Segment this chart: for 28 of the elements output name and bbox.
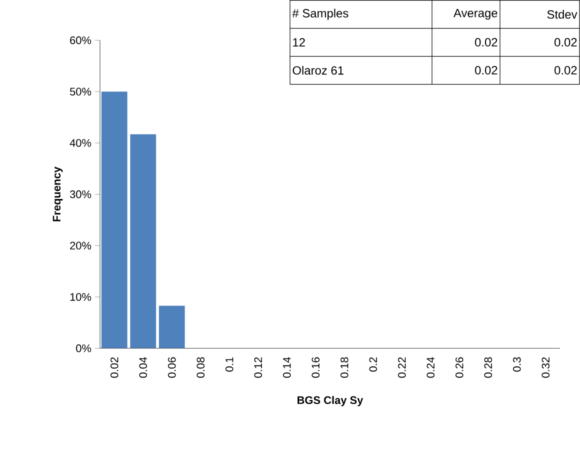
y-axis-title: Frequency [52, 166, 63, 222]
x-tick-label: 0.1 [226, 357, 234, 372]
x-tick-label: 0.3 [513, 357, 521, 372]
x-tick-label: 0.16 [312, 357, 320, 378]
y-tick-label: 20% [70, 242, 92, 250]
x-tick-label: 0.08 [196, 357, 205, 378]
x-tick-label: 0.14 [283, 357, 291, 378]
bar [158, 306, 185, 348]
y-tick-label: 0% [76, 344, 92, 352]
x-tick-label: 0.22 [398, 357, 406, 378]
y-tick-label: 50% [70, 88, 92, 96]
y-tick-label: 60% [70, 36, 92, 44]
x-tick-label: 0.2 [369, 357, 378, 372]
x-tick-label: 0.28 [484, 357, 492, 378]
x-tick-label: 0.02 [110, 357, 118, 378]
x-tick-label: 0.18 [340, 357, 348, 378]
x-tick-label: 0.12 [254, 357, 262, 378]
bar [130, 134, 156, 348]
x-tick-label: 0.26 [456, 357, 464, 378]
x-tick-label: 0.32 [542, 357, 550, 378]
x-axis-title: BGS Clay Sy [298, 396, 364, 406]
x-tick-label: 0.04 [139, 357, 148, 378]
y-tick-label: 40% [70, 138, 92, 147]
x-tick-label: 0.24 [426, 357, 435, 378]
x-tick-label: 0.06 [168, 357, 176, 378]
bar [101, 91, 128, 348]
y-tick-label: 30% [70, 190, 92, 198]
y-tick-label: 10% [70, 292, 92, 301]
